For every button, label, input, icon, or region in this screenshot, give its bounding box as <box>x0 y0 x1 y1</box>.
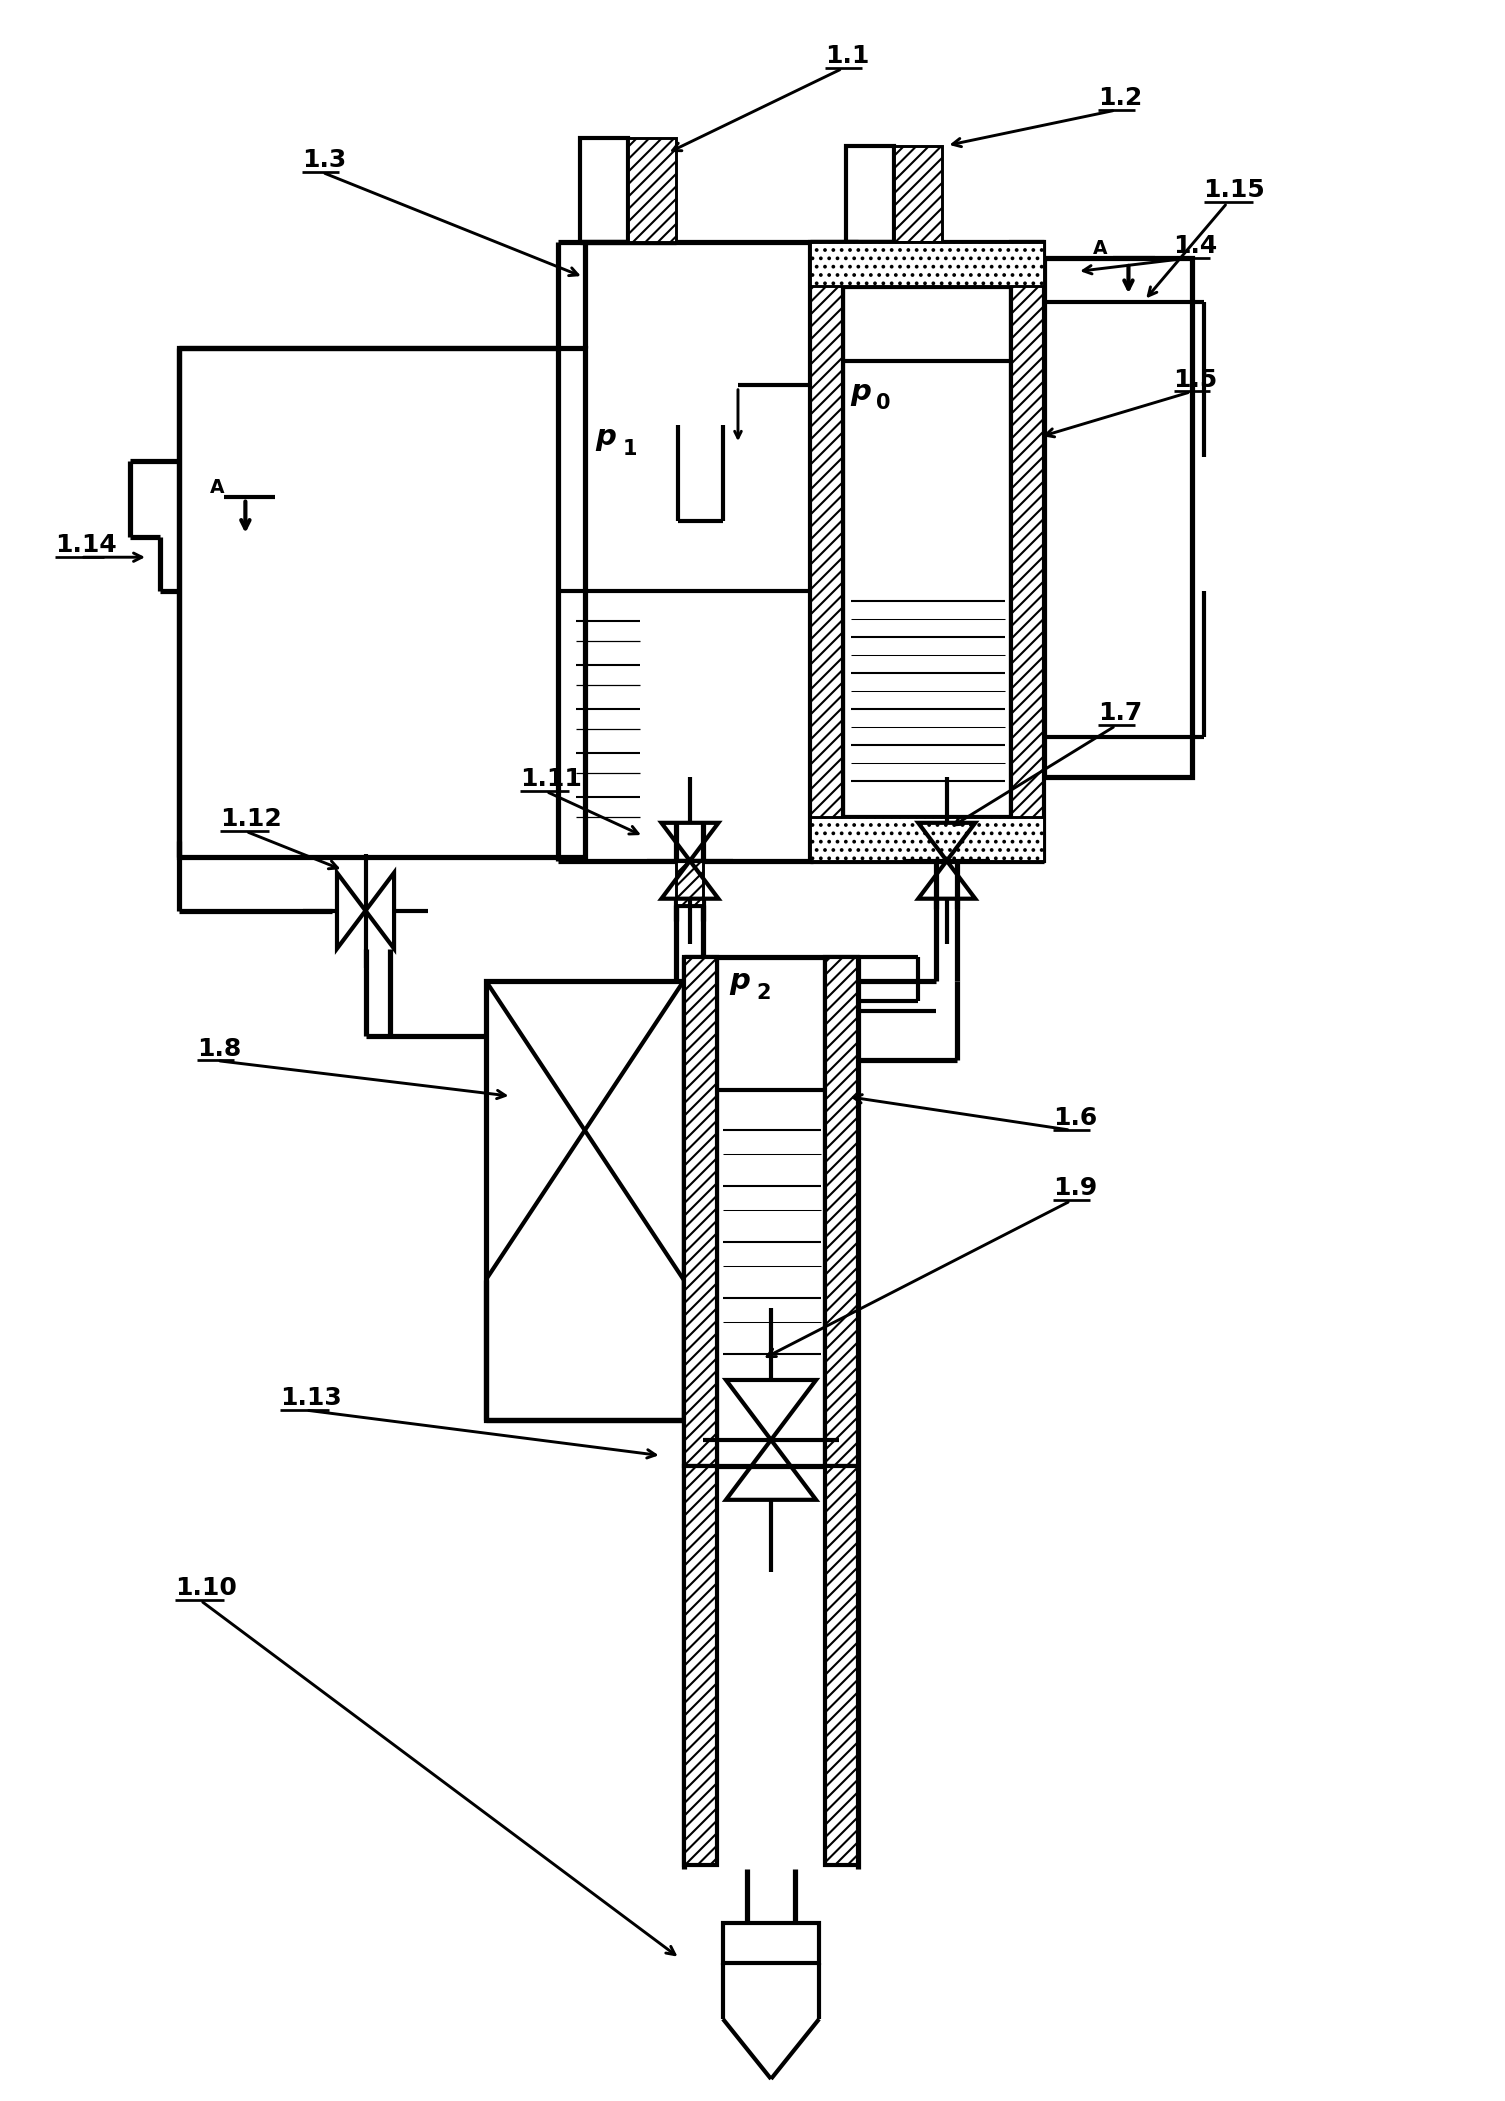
Text: 1.7: 1.7 <box>1097 702 1142 725</box>
Bar <box>825 956 858 1466</box>
Text: A: A <box>1093 240 1106 258</box>
Text: A: A <box>209 479 224 498</box>
Text: 1.2: 1.2 <box>1097 86 1142 109</box>
Bar <box>579 139 628 242</box>
Text: 1.12: 1.12 <box>220 807 281 830</box>
Text: p: p <box>728 966 749 994</box>
Bar <box>683 956 716 1466</box>
Text: 1.14: 1.14 <box>54 534 116 557</box>
Bar <box>485 981 683 1420</box>
Text: 1.15: 1.15 <box>1202 179 1264 202</box>
Bar <box>1011 242 1043 861</box>
Bar <box>846 145 894 242</box>
Text: 1.1: 1.1 <box>825 44 868 67</box>
Bar <box>683 1466 716 1866</box>
Bar <box>1043 258 1190 777</box>
Bar <box>810 817 1043 861</box>
Text: 1.6: 1.6 <box>1052 1107 1097 1130</box>
Text: 1.5: 1.5 <box>1172 368 1218 391</box>
Text: 2: 2 <box>756 983 771 1002</box>
Bar <box>179 347 584 857</box>
Bar <box>825 1466 858 1866</box>
Text: 1.13: 1.13 <box>280 1387 342 1410</box>
Bar <box>894 145 942 242</box>
Bar <box>628 139 676 242</box>
Text: 0: 0 <box>876 393 889 414</box>
Text: 1: 1 <box>622 439 637 460</box>
Text: 1.4: 1.4 <box>1172 233 1218 258</box>
Text: 1.8: 1.8 <box>197 1036 241 1061</box>
Bar <box>810 242 843 861</box>
Text: 1.11: 1.11 <box>519 767 582 790</box>
Text: p: p <box>850 378 871 405</box>
Text: 1.10: 1.10 <box>175 1576 236 1599</box>
Text: 1.3: 1.3 <box>303 147 346 172</box>
Bar <box>722 1922 819 1962</box>
Text: 1.9: 1.9 <box>1052 1177 1097 1200</box>
Bar <box>676 861 703 906</box>
Bar <box>810 242 1043 286</box>
Text: p: p <box>594 424 616 452</box>
